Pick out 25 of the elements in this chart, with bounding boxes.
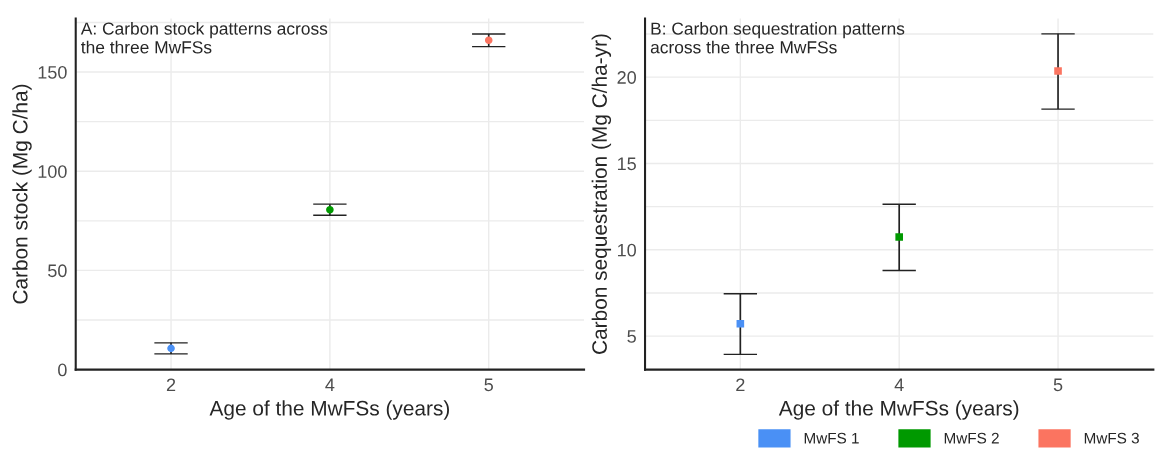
legend-label: MwFS 3 [1084,432,1139,444]
x-tick-label: 4 [894,378,904,392]
y-tick-label: 15 [618,157,636,171]
legend-label: MwFS 2 [944,432,999,444]
y-tick-label: 150 [38,65,67,79]
x-tick-label: 5 [484,378,493,392]
y-tick-label: 10 [618,243,636,257]
x-tick-label: 5 [1053,378,1063,392]
y-axis-title: Carbon sequestration (Mg C/ha-yr) [591,34,612,354]
x-axis-title: Age of the MwFSs (years) [209,400,449,420]
text: B: Carbon sequestration patterns across the three MwFSs [650,21,905,54]
x-tick-label: 2 [166,378,176,392]
y-tick-label: 20 [617,71,636,84]
y-tick-label: 5 [627,330,636,343]
x-tick-label: 4 [325,378,335,392]
x-tick-label: 2 [736,378,745,392]
y-tick-label: 50 [48,264,67,278]
legend-label: MwFS 1 [804,432,859,444]
point [1054,67,1062,75]
y-tick-label: 0 [58,363,67,377]
y-tick-label: 100 [38,165,67,178]
text: A: Carbon stock patterns across the three MwFSs [80,21,328,54]
x-axis-title: Age of the MwFSs (years) [778,400,1019,420]
y-axis-title: Carbon stock (Mg C/ha) [12,84,32,304]
point [895,233,903,241]
